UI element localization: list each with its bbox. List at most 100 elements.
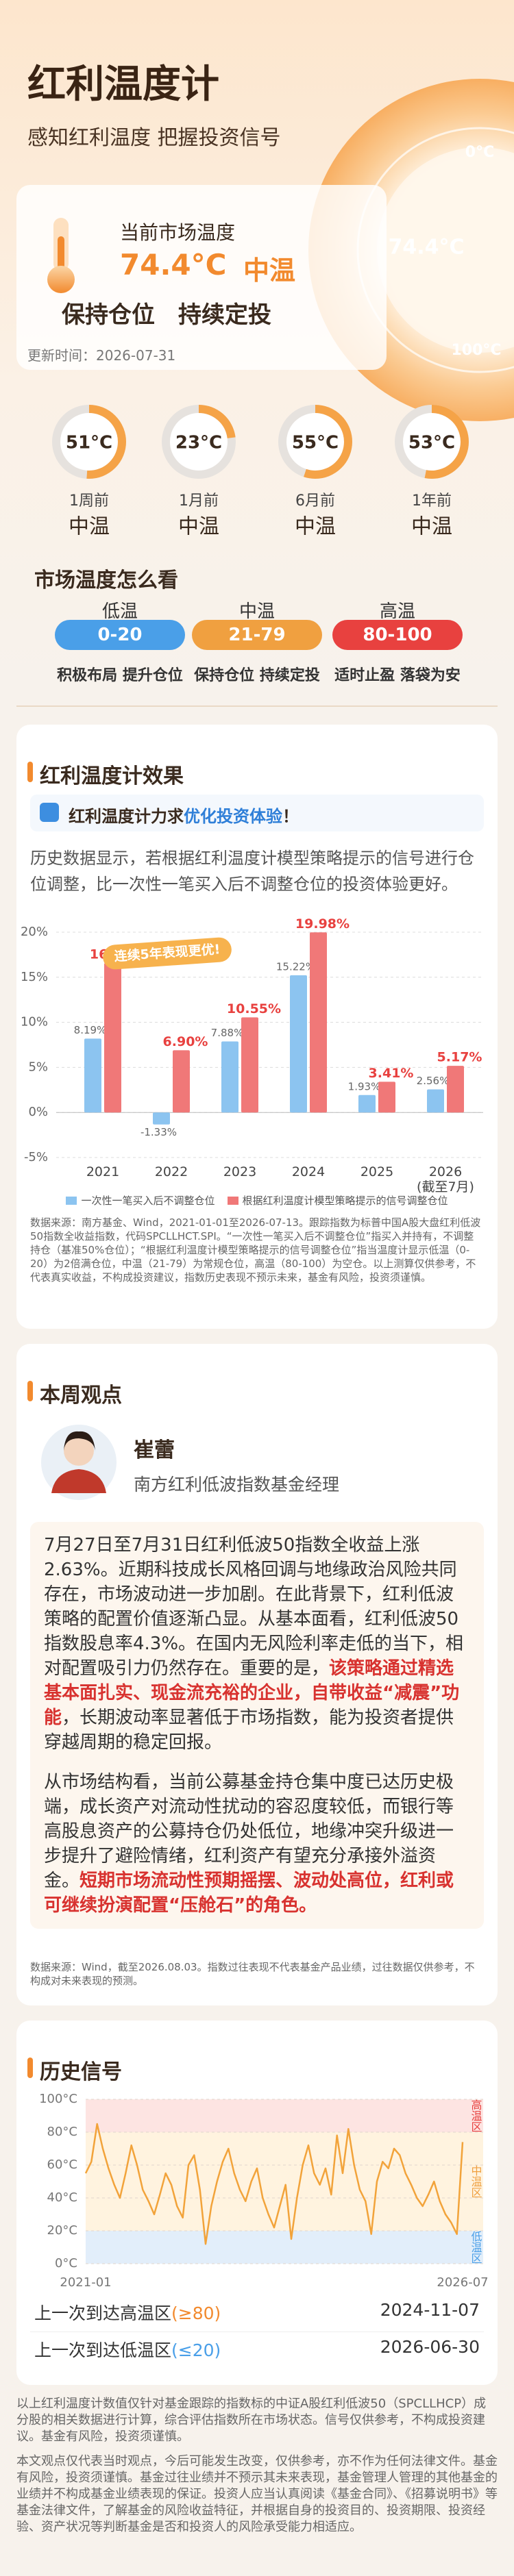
- gauge-core: [377, 147, 514, 353]
- annotation-badge: [103, 937, 232, 970]
- ring-period: 1周前: [69, 492, 109, 510]
- effect-text: 历史数据显示，若根据红利温度计模型策略提示的信号进行仓位调整，比一次性一笔买入后…: [30, 849, 474, 894]
- footer-text: 以上红利温度计数值仅针对基金跟踪的指数标的中证A股红利低波50（SPCLLHCP…: [16, 2397, 487, 2444]
- effect-title: 红利温度计效果: [40, 764, 184, 788]
- legend-label: 根据红利温度计模型策略提示的信号调整仓位: [242, 1195, 448, 1207]
- bar: [104, 963, 121, 1113]
- signal-threshold: (≥80): [171, 2303, 221, 2323]
- ring-arc: [52, 405, 126, 479]
- value-label: 6.90%: [163, 1034, 208, 1049]
- manager-name: 崔蕾: [134, 1438, 175, 1462]
- bar: [221, 1041, 238, 1113]
- current-level: 中温: [243, 255, 296, 286]
- ring-label: 51°C: [66, 433, 112, 453]
- paragraph: 从市场结构看，当前公募基金持仓集中度已达历史极端，成长资产对流动性扰动的容忍度较…: [44, 1770, 470, 1918]
- line: [84, 2123, 464, 2245]
- y-tick-label: 80°C: [47, 2125, 77, 2139]
- callout-box: [30, 795, 484, 831]
- avatar: [41, 1425, 117, 1500]
- thermo-fill: [58, 236, 64, 274]
- ring-label: 53°C: [408, 433, 455, 453]
- value-label: 3.41%: [369, 1066, 414, 1081]
- bar: [447, 1066, 464, 1113]
- ring-period: 1年前: [412, 492, 452, 510]
- level-range: 21-79: [192, 620, 322, 650]
- gauge-max: 100°C: [451, 342, 501, 359]
- level-name: 低温: [101, 601, 138, 622]
- level-advice: 积极布局 提升仓位: [57, 667, 183, 684]
- y-tick-label: 10%: [21, 1015, 48, 1029]
- level-name: 中温: [238, 601, 275, 622]
- band-label: 中温区: [469, 2165, 482, 2198]
- value-label: 1.93%: [348, 1080, 381, 1092]
- avatar-body: [51, 1469, 106, 1493]
- footer-text: 本文观点仅代表当时观点，今后可能发生改变，仅供参考，亦不作为任何法律文件。基金有…: [16, 2454, 498, 2534]
- value-label: 15.22%: [276, 960, 315, 973]
- x-tick-label: 2026-07: [437, 2275, 488, 2290]
- bar: [84, 1038, 101, 1113]
- y-tick-label: 20°C: [47, 2223, 77, 2238]
- opinion-title: 本周观点: [40, 1384, 122, 1408]
- thermo-bulb: [47, 266, 75, 293]
- bar: [310, 932, 327, 1113]
- level-range: 80-100: [332, 620, 463, 650]
- footer: 以上红利温度计数值仅针对基金跟踪的指数标的中证A股红利低波50（SPCLLHCP…: [16, 2396, 498, 2544]
- legend-swatch: [66, 1196, 77, 1205]
- paragraph-text: 从市场结构看，当前公募基金持仓集中度已达历史极端，成长资产对流动性扰动的容忍度较…: [44, 1772, 454, 1891]
- ring-arc: [278, 405, 352, 479]
- title-bar: [27, 1381, 33, 1401]
- level-advice: 保持仓位 持续定投: [194, 667, 320, 684]
- levels-title: 市场温度怎么看: [34, 568, 178, 592]
- bar: [290, 975, 307, 1113]
- y-tick-label: 0°C: [55, 2256, 77, 2271]
- signal-threshold: (≤20): [171, 2340, 221, 2360]
- quote-box: 7月27日至7月31日红利低波50指数全收益上涨2.63%。近期科技成长风格回调…: [30, 1522, 484, 1929]
- value-label: 2.56%: [417, 1075, 450, 1087]
- divider: [16, 705, 498, 707]
- callout-text: 优化投资体验: [184, 807, 282, 826]
- ring-level: 中温: [411, 515, 452, 539]
- ring-level: 中温: [295, 515, 336, 539]
- opinion-note: 数据来源：Wind，截至2026.08.03。指数过往表现不代表基金产品业绩，过…: [30, 1961, 475, 1987]
- bar: [173, 1050, 190, 1113]
- manager-role: 南方红利低波指数基金经理: [134, 1475, 340, 1495]
- callout-text: ！: [282, 807, 299, 826]
- x-tick-label: 2021: [86, 1164, 120, 1179]
- chart-note: 数据来源：南方基金、Wind，2021-01-01至2026-07-13。跟踪指…: [30, 1216, 481, 1284]
- band-label: 高温区: [469, 2099, 482, 2132]
- signal-row: 上一次到达低温区(≤20): [34, 2337, 221, 2362]
- ring-period: 1月前: [179, 492, 219, 510]
- band: [86, 2099, 483, 2132]
- value-label: 10.55%: [227, 1001, 281, 1016]
- bar: [241, 1017, 258, 1113]
- y-tick-label: 20%: [21, 925, 48, 939]
- signals-title: 历史信号: [40, 2060, 122, 2084]
- paragraph-text: 7月27日至7月31日红利低波50指数全收益上涨2.63%。近期科技成长风格回调…: [44, 1535, 464, 1679]
- signal-row: 上一次到达高温区(≥80): [34, 2300, 221, 2325]
- y-tick-label: 0%: [28, 1105, 48, 1119]
- bar: [378, 1081, 395, 1113]
- paragraph-text: 短期市场流动性预期摇摆、波动处高位，红利或可继续扮演配置“压舱石”的角色。: [44, 1871, 454, 1916]
- x-tick-label: 2026 (截至7月): [417, 1164, 474, 1195]
- callout-text: 红利温度计力求: [69, 807, 184, 826]
- signal-date: 2026-06-30: [380, 2337, 480, 2357]
- bar: [153, 1112, 170, 1125]
- level-range: 0-20: [55, 620, 185, 650]
- y-tick-label: 100°C: [39, 2092, 77, 2106]
- current-advice: 保持仓位 持续定投: [62, 301, 271, 329]
- x-tick-label: 2025: [360, 1164, 394, 1179]
- ring-period: 6月前: [295, 492, 335, 510]
- callout: 红利温度计力求优化投资体验！: [69, 803, 299, 827]
- y-tick-label: 40°C: [47, 2190, 77, 2205]
- legend-swatch: [227, 1196, 238, 1205]
- ring-label: 23°C: [175, 433, 222, 453]
- avatar-hair: [64, 1431, 95, 1452]
- page-subtitle: 感知红利温度 把握投资信号: [27, 126, 281, 150]
- y-tick-label: -5%: [24, 1150, 48, 1164]
- current-value: 74.4°C: [120, 248, 227, 282]
- x-tick-label: 2024: [291, 1164, 326, 1179]
- current-title: 当前市场温度: [120, 221, 236, 244]
- update-time: 更新时间：2026-07-31: [27, 347, 176, 364]
